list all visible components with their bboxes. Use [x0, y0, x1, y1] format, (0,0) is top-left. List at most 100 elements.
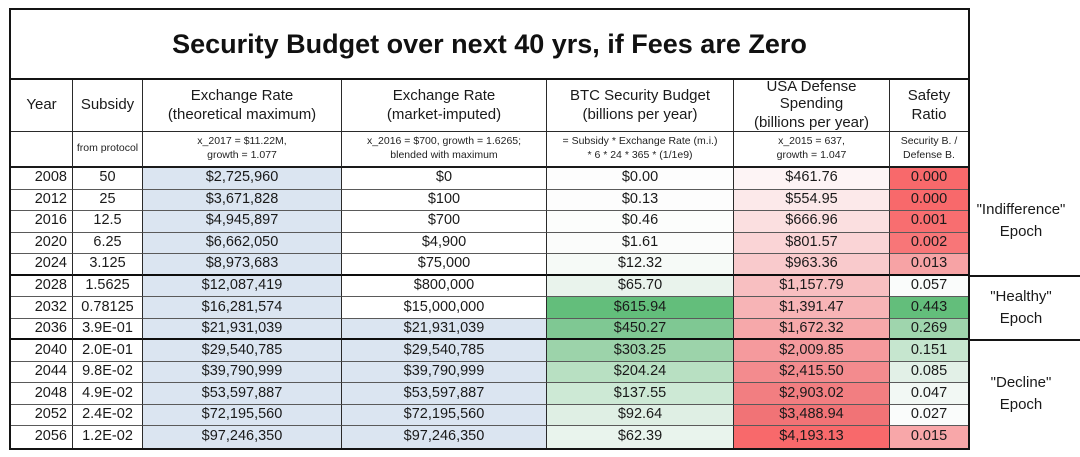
column-subheader-line2: growth = 1.047	[776, 149, 847, 161]
usa-defense-spending-cell: $2,415.50	[734, 361, 890, 384]
exchange-rate-market-value: $4,900	[421, 233, 467, 250]
column-header-line2: (billions per year)	[582, 106, 698, 123]
exchange-rate-max-value: $21,931,039	[201, 319, 283, 336]
column-subheader-line1: Security B. /	[900, 135, 958, 148]
usa-defense-spending-value: $3,488.94	[779, 406, 844, 423]
btc-security-budget-value: $65.70	[617, 276, 663, 293]
safety-ratio-value: 0.013	[910, 254, 948, 271]
epoch-label-healthy: "Healthy" Epoch	[962, 286, 1080, 330]
column-subheader-line2: growth = 1.077	[207, 149, 277, 161]
safety-ratio-value: 0.000	[910, 169, 948, 186]
exchange-rate-market-value: $29,540,785	[403, 341, 485, 358]
year-value: 2024	[34, 254, 67, 271]
column-header-line1: Subsidy	[80, 96, 135, 114]
subsidy-cell: 25	[73, 189, 143, 212]
btc-security-budget-cell: $65.70	[547, 275, 734, 298]
year-value: 2008	[34, 169, 67, 186]
epoch-label-word: Epoch	[999, 310, 1043, 327]
exchange-rate-max-cell: $12,087,419	[143, 275, 342, 298]
exchange-rate-max-value: $8,973,683	[205, 254, 279, 271]
column-header-line2: Ratio	[911, 106, 947, 123]
year-cell: 2032	[11, 297, 73, 319]
epoch-label-text: "Healthy"	[990, 288, 1052, 305]
exchange-rate-market-cell: $29,540,785	[342, 340, 547, 362]
epoch-divider-line-2	[968, 339, 1080, 341]
year-cell: 2040	[11, 340, 73, 362]
column-header-exchange-rate-max: Exchange Rate (theoretical maximum)	[143, 80, 342, 132]
year-value: 2036	[34, 319, 67, 336]
btc-security-budget-value: $0.13	[621, 190, 659, 207]
subsidy-value: 6.25	[93, 233, 122, 250]
btc-security-budget-cell: $62.39	[547, 426, 734, 448]
safety-ratio-value: 0.269	[910, 319, 948, 336]
subsidy-value: 9.8E-02	[82, 363, 133, 380]
column-header-year: Year	[11, 80, 73, 132]
exchange-rate-max-value: $6,662,050	[205, 233, 279, 250]
subsidy-cell: 50	[73, 168, 143, 190]
safety-ratio-cell: 0.151	[890, 340, 968, 362]
usa-defense-spending-value: $801.57	[785, 233, 838, 250]
exchange-rate-max-value: $16,281,574	[201, 298, 283, 315]
usa-defense-spending-cell: $801.57	[734, 232, 890, 255]
btc-security-budget-cell: $0.00	[547, 168, 734, 190]
usa-defense-spending-cell: $554.95	[734, 189, 890, 212]
exchange-rate-market-value: $53,597,887	[403, 384, 485, 401]
usa-defense-spending-value: $1,391.47	[779, 298, 844, 315]
year-value: 2016	[34, 212, 67, 229]
column-subheader-line1: from protocol	[76, 142, 139, 155]
column-subheader-subsidy: from protocol	[73, 132, 143, 168]
exchange-rate-max-cell: $4,945,897	[143, 211, 342, 233]
column-subheader-btc-security-budget: = Subsidy * Exchange Rate (m.i.) * 6 * 24…	[547, 132, 734, 168]
safety-ratio-cell: 0.013	[890, 254, 968, 276]
btc-security-budget-cell: $450.27	[547, 318, 734, 341]
usa-defense-spending-cell: $1,391.47	[734, 297, 890, 319]
exchange-rate-market-cell: $700	[342, 211, 547, 233]
column-subheader-safety-ratio: Security B. / Defense B.	[890, 132, 968, 168]
btc-security-budget-cell: $0.46	[547, 211, 734, 233]
usa-defense-spending-cell: $1,157.79	[734, 275, 890, 298]
exchange-rate-market-cell: $53,597,887	[342, 383, 547, 405]
column-subheader-line1: x_2017 = $11.22M,	[197, 135, 287, 148]
column-header-line1: Exchange Rate	[392, 86, 496, 104]
btc-security-budget-cell: $1.61	[547, 232, 734, 255]
btc-security-budget-value: $0.46	[621, 212, 659, 229]
column-subheader-usa-defense-spending: x_2015 = 637, growth = 1.047	[734, 132, 890, 168]
safety-ratio-value: 0.001	[910, 212, 948, 229]
column-subheader-line2: Defense B.	[903, 149, 955, 161]
btc-security-budget-value: $450.27	[613, 319, 667, 336]
exchange-rate-max-value: $97,246,350	[201, 428, 283, 445]
btc-security-budget-value: $615.94	[613, 298, 667, 315]
subsidy-cell: 9.8E-02	[73, 361, 143, 384]
year-cell: 2036	[11, 318, 73, 341]
btc-security-budget-cell: $303.25	[547, 340, 734, 362]
exchange-rate-market-cell: $97,246,350	[342, 426, 547, 448]
exchange-rate-max-cell: $21,931,039	[143, 318, 342, 341]
year-cell: 2024	[11, 254, 73, 276]
usa-defense-spending-cell: $3,488.94	[734, 404, 890, 427]
exchange-rate-market-cell: $15,000,000	[342, 297, 547, 319]
safety-ratio-cell: 0.443	[890, 297, 968, 319]
btc-security-budget-value: $0.00	[621, 169, 659, 186]
column-header-usa-defense-spending: USA Defense Spending (billions per year)	[734, 79, 890, 132]
epoch-label-indifference: "Indifference" Epoch	[962, 199, 1080, 243]
usa-defense-spending-cell: $666.96	[734, 211, 890, 233]
btc-security-budget-cell: $204.24	[547, 361, 734, 384]
column-header-line1: BTC Security Budget	[569, 86, 711, 104]
safety-ratio-value: 0.015	[910, 428, 948, 445]
subsidy-cell: 2.4E-02	[73, 404, 143, 427]
table-title: Security Budget over next 40 yrs, if Fee…	[11, 10, 968, 80]
exchange-rate-market-cell: $72,195,560	[342, 404, 547, 427]
exchange-rate-market-value: $100	[427, 190, 461, 207]
usa-defense-spending-value: $2,415.50	[779, 363, 844, 380]
btc-security-budget-value: $92.64	[617, 406, 663, 423]
year-value: 2028	[34, 276, 67, 293]
exchange-rate-max-cell: $53,597,887	[143, 383, 342, 405]
year-cell: 2016	[11, 211, 73, 233]
exchange-rate-market-cell: $75,000	[342, 254, 547, 276]
exchange-rate-market-cell: $4,900	[342, 232, 547, 255]
subsidy-cell: 0.78125	[73, 297, 143, 319]
btc-security-budget-cell: $92.64	[547, 404, 734, 427]
column-subheader-line1: x_2015 = 637,	[778, 135, 845, 148]
exchange-rate-max-cell: $72,195,560	[143, 404, 342, 427]
